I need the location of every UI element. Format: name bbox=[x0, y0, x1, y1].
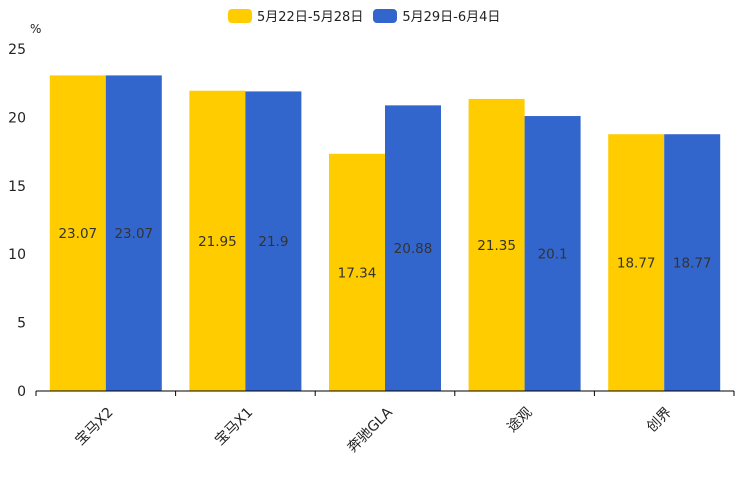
bar bbox=[329, 153, 385, 391]
bar bbox=[385, 105, 441, 391]
data-label: 23.07 bbox=[58, 226, 97, 242]
x-tick-label: 宝马X1 bbox=[212, 405, 256, 449]
y-tick-label: 0 bbox=[17, 384, 26, 400]
data-label: 20.1 bbox=[538, 247, 568, 263]
data-label: 21.95 bbox=[198, 234, 237, 250]
y-tick-label: 10 bbox=[8, 247, 26, 263]
bar bbox=[105, 75, 162, 391]
data-label: 21.9 bbox=[258, 234, 288, 250]
legend-label-series-1: 5月22日-5月28日 bbox=[257, 10, 364, 25]
legend-item-series-2[interactable]: 5月29日-6月4日 bbox=[373, 6, 500, 25]
data-label: 20.88 bbox=[394, 241, 433, 257]
y-tick-label: 15 bbox=[8, 179, 26, 195]
data-label: 23.07 bbox=[114, 226, 153, 242]
x-tick-label: 创界 bbox=[644, 405, 675, 436]
data-label: 17.34 bbox=[338, 265, 377, 281]
bar bbox=[189, 90, 246, 391]
legend-swatch-series-1 bbox=[228, 8, 252, 23]
x-tick-label: 奔驰GLA bbox=[345, 404, 397, 456]
data-label: 18.77 bbox=[617, 256, 656, 272]
y-axis-unit-label: % bbox=[30, 22, 42, 36]
y-tick-label: 25 bbox=[8, 42, 26, 58]
legend-swatch-series-2 bbox=[373, 8, 398, 23]
bar bbox=[468, 98, 525, 391]
y-tick-label: 20 bbox=[8, 110, 26, 126]
bar bbox=[245, 91, 302, 392]
data-label: 18.77 bbox=[673, 256, 712, 272]
legend-label-series-2: 5月29日-6月4日 bbox=[402, 10, 501, 25]
bar bbox=[608, 134, 665, 392]
bar bbox=[524, 116, 581, 392]
legend-item-series-1[interactable]: 5月22日-5月28日 bbox=[228, 6, 363, 25]
data-label: 21.35 bbox=[477, 238, 516, 254]
y-tick-label: 5 bbox=[17, 316, 26, 332]
legend: 5月22日-5月28日 5月29日-6月4日 bbox=[228, 6, 510, 25]
bar bbox=[664, 134, 721, 392]
x-tick-label: 宝马X2 bbox=[72, 405, 116, 449]
x-tick-label: 途观 bbox=[504, 404, 536, 436]
bar bbox=[49, 75, 106, 391]
